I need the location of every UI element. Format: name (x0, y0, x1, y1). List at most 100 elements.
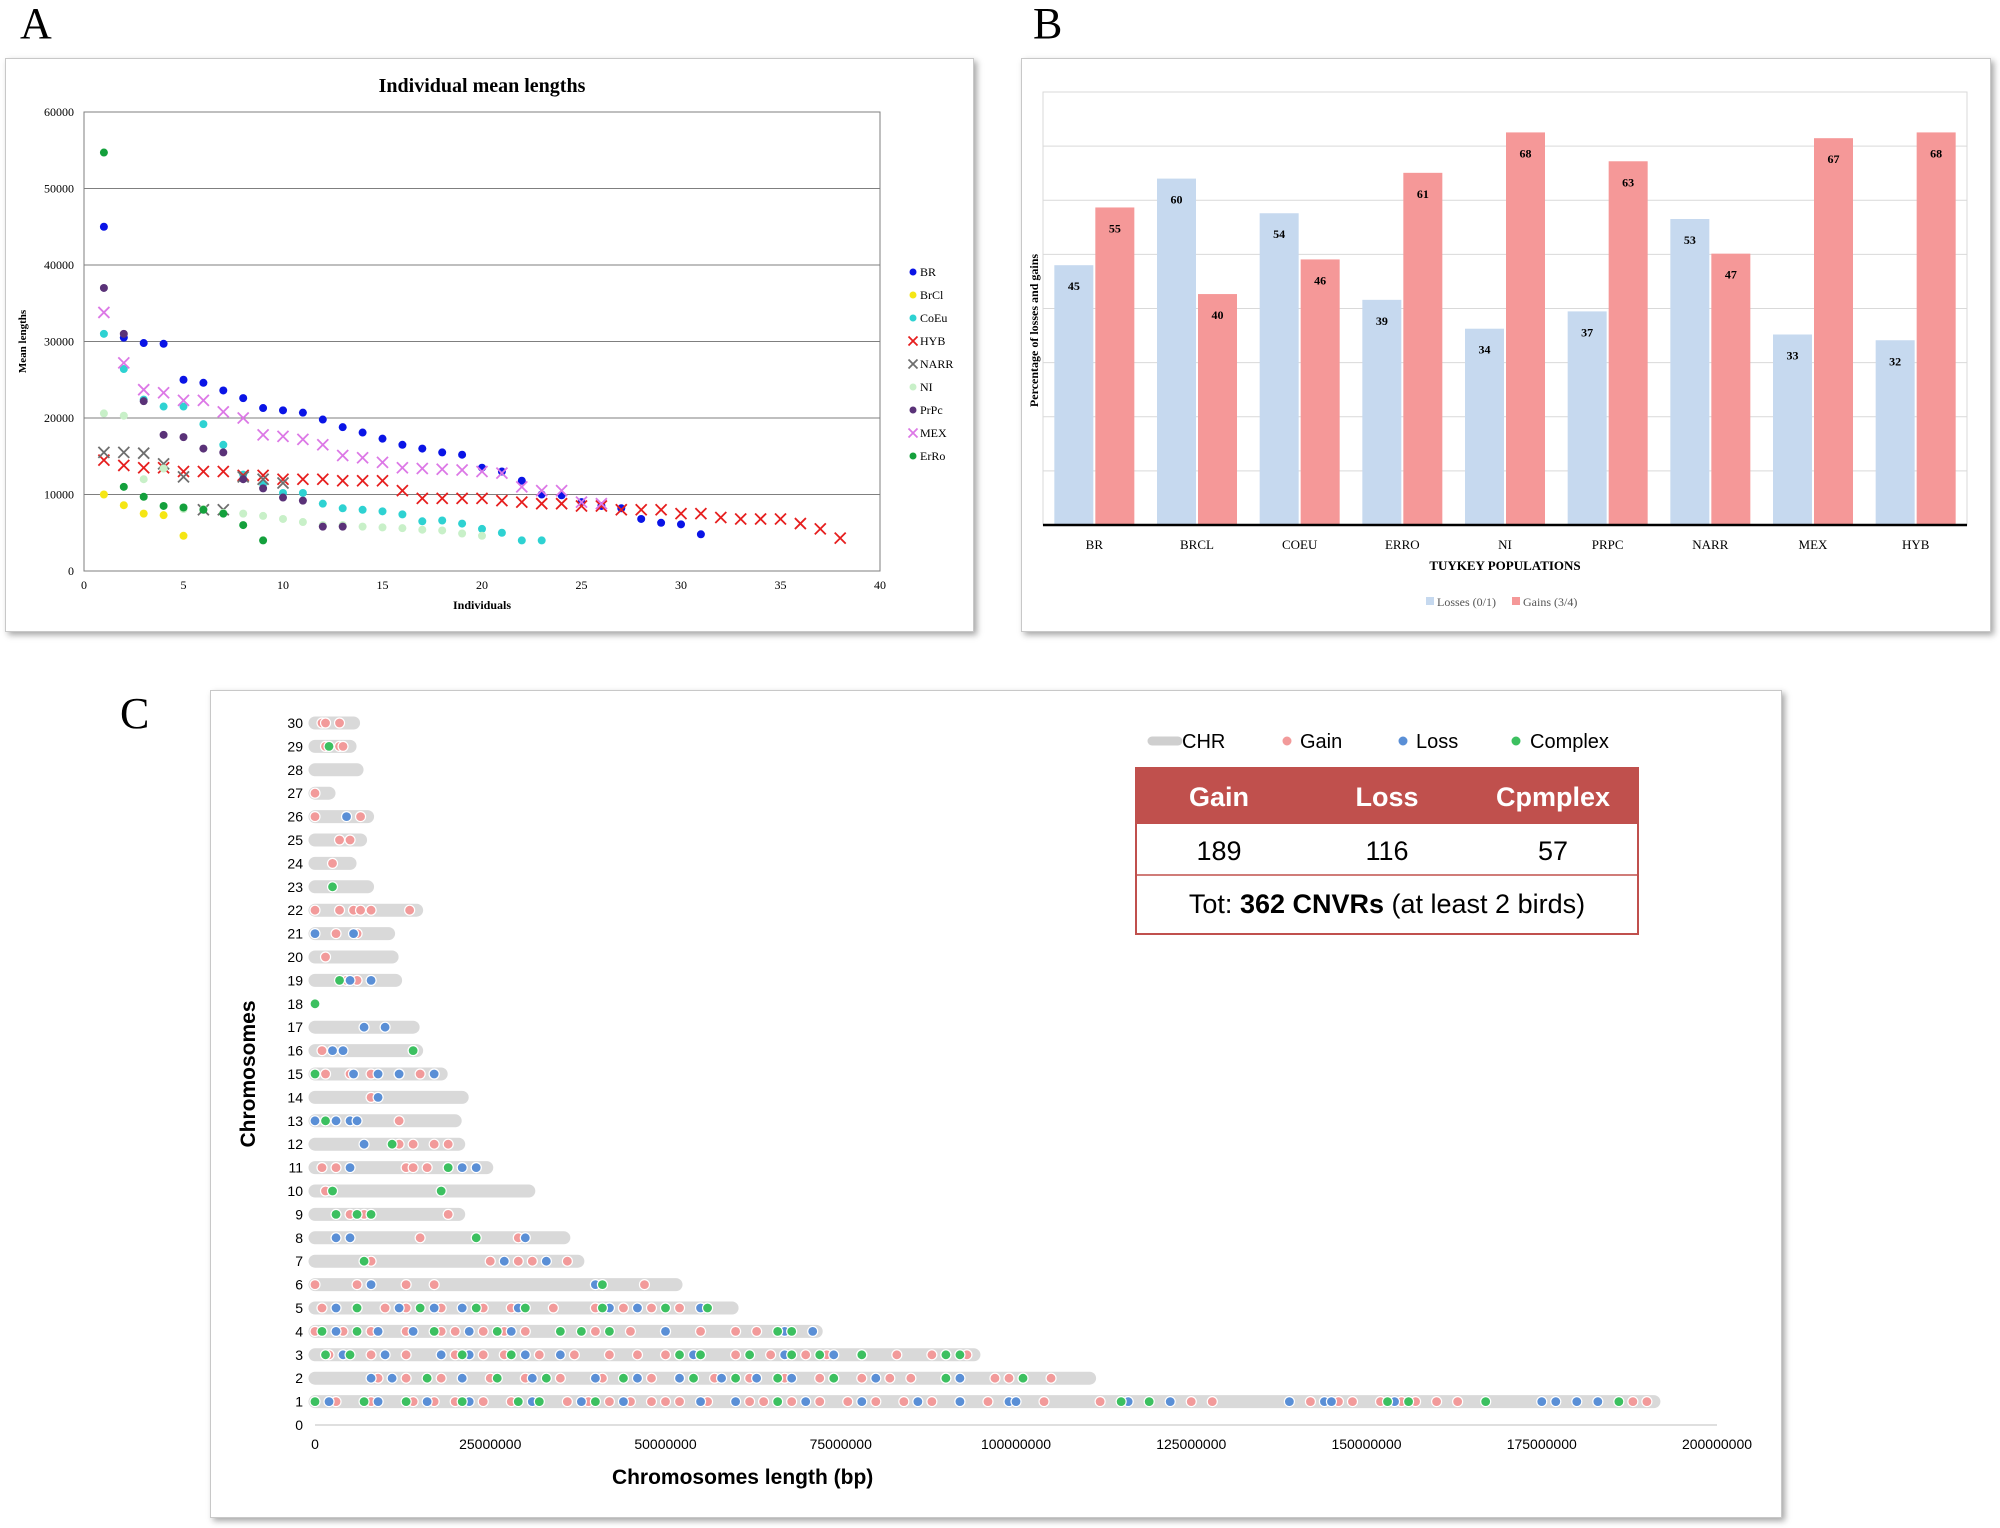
chart-a-point-mex-stroke-b (117, 356, 130, 370)
chart-c-loss-dot (1592, 1395, 1604, 1408)
chart-a-point-mex-stroke-b (595, 497, 608, 510)
chart-c-gain-dot (1641, 1395, 1653, 1408)
chart-c-gain-dot (316, 1302, 328, 1314)
chart-a-point-ni (418, 525, 427, 534)
chart-b-category-label: NARR (1692, 537, 1728, 552)
chart-a-point-mex-stroke-b (276, 430, 290, 443)
chart-c-y-tick: 14 (287, 1089, 303, 1105)
chart-c-gain-dot (547, 1302, 559, 1314)
chart-a-point-br (199, 378, 208, 387)
chart-b-bar-gain (1198, 294, 1237, 525)
chart-a-legend-marker (907, 358, 919, 370)
chart-a-point-hyb (296, 473, 310, 486)
chart-a-point-narr (117, 446, 130, 459)
chart-a-point-prpc (99, 283, 108, 292)
chart-c-complex-dot (659, 1302, 672, 1314)
chart-a-point-coeu (537, 536, 546, 545)
chart-c-loss-dot (456, 1372, 468, 1384)
chart-a-point-mex (296, 433, 310, 446)
chart-c-complex-dot (470, 1232, 482, 1244)
chart-c-complex-dot (596, 1302, 609, 1314)
chart-b-value-label-loss: 32 (1889, 354, 1901, 368)
chart-c-gain-dot (905, 1372, 917, 1384)
chart-a-point-brcl (139, 509, 148, 518)
chart-c-y-tick: 13 (287, 1113, 303, 1129)
chart-c-gain-dot (400, 1372, 412, 1384)
chart-a-point-coeu (99, 329, 108, 338)
chart-a-point-mex (555, 484, 568, 497)
chart-c-table-header (1136, 768, 1638, 824)
chart-a-point-erro (259, 536, 268, 545)
chart-a-point-hyb (376, 474, 389, 487)
chart-c-complex-dot (358, 1255, 370, 1267)
chart-c-complex-dot (1381, 1395, 1394, 1408)
chart-c-complex-dot (400, 1395, 412, 1408)
chart-b-value-label-gain: 68 (1520, 146, 1532, 160)
chart-c-complex-dot (435, 1185, 447, 1197)
chart-a-point-narr-stroke-b (177, 470, 190, 484)
chart-b-value-label-gain: 67 (1828, 152, 1840, 166)
chart-a-point-narr-stroke-b (276, 476, 290, 490)
chart-c-gain-dot (898, 1395, 910, 1408)
chart-b-bar-loss (1567, 311, 1607, 525)
chart-c-y-tick: 28 (287, 762, 303, 778)
chart-c-gain-dot (421, 1161, 433, 1174)
chart-c-loss-dot (428, 1068, 440, 1080)
chart-c-gain-dot (842, 1395, 854, 1408)
chart-a-point-ni (99, 409, 108, 418)
chart-a-point-erro (159, 501, 168, 510)
chart-a-point-br (358, 428, 367, 437)
chart-a-point-hyb (615, 503, 628, 516)
chart-b-value-label-gain: 47 (1725, 268, 1737, 282)
chart-c-gain-dot (554, 1372, 566, 1384)
chart-c-loss-dot (428, 1302, 440, 1314)
chart-c-loss-dot (800, 1395, 812, 1408)
chart-c-complex-dot (316, 1325, 328, 1338)
chart-a-point-hyb (137, 461, 150, 474)
chart-c-legend-label-complex: Complex (1530, 731, 1609, 753)
chart-c-gain-dot (561, 1395, 573, 1408)
chart-c-complex-dot (744, 1349, 756, 1361)
chart-c-gain-dot (800, 1349, 812, 1361)
chart-c-y-tick: 18 (287, 996, 303, 1012)
chart-c-complex-dot (814, 1349, 826, 1361)
chart-b-bar-loss (1259, 213, 1299, 526)
chart-a-point-coeu (438, 516, 447, 525)
chart-a-point-hyb-stroke-b (734, 512, 747, 526)
chart-b-bar-loss (1465, 328, 1504, 525)
chart-c-loss-dot (365, 974, 377, 987)
chart-a-x-tick: 35 (775, 578, 787, 592)
chart-a-point-hyb (356, 474, 369, 487)
chart-c-loss-dot (386, 1372, 398, 1384)
chart-a-point-mex-stroke-b (495, 466, 509, 480)
chart-c-complex-dot (491, 1372, 503, 1384)
chart-a-point-br (139, 339, 148, 348)
chart-b-value-label-gain: 55 (1109, 221, 1121, 235)
chart-a-point-hyb-stroke-b (436, 492, 449, 505)
chart-a-point-coeu (119, 365, 128, 374)
chart-a-point-hyb-stroke-b (256, 469, 270, 482)
chart-c-x-tick: 25000000 (459, 1436, 522, 1452)
chart-a-legend-label: MEX (920, 426, 947, 440)
chart-c-y-tick: 15 (287, 1066, 303, 1082)
chart-c-gain-dot (744, 1395, 756, 1408)
chart-c-complex-dot (319, 1115, 332, 1127)
chart-c-loss-dot (344, 1232, 356, 1244)
chart-c-loss-dot (589, 1372, 602, 1384)
chart-c-legend-label-loss: Loss (1416, 731, 1458, 753)
chart-a-point-erro (239, 521, 248, 530)
chart-c-gain-dot (477, 1325, 489, 1338)
chart-c-gain-dot (1094, 1395, 1106, 1408)
chart-c-gain-dot (891, 1349, 903, 1361)
chart-a-point-coeu (219, 440, 228, 449)
chart-c-loss-dot (786, 1372, 798, 1384)
chart-c-table-header-cell: Loss (1355, 782, 1418, 812)
chart-a-point-mex-stroke-b (356, 451, 369, 464)
chart-a-point-coeu (358, 505, 367, 514)
chart-a-point-coeu (338, 504, 347, 513)
chart-c-loss-dot (309, 927, 321, 940)
chart-c-y-tick: 7 (295, 1253, 303, 1269)
chart-c-loss-dot (631, 1302, 644, 1314)
chart-a-point-mex-stroke-b (296, 433, 310, 446)
chart-a-point-prpc (179, 433, 188, 442)
